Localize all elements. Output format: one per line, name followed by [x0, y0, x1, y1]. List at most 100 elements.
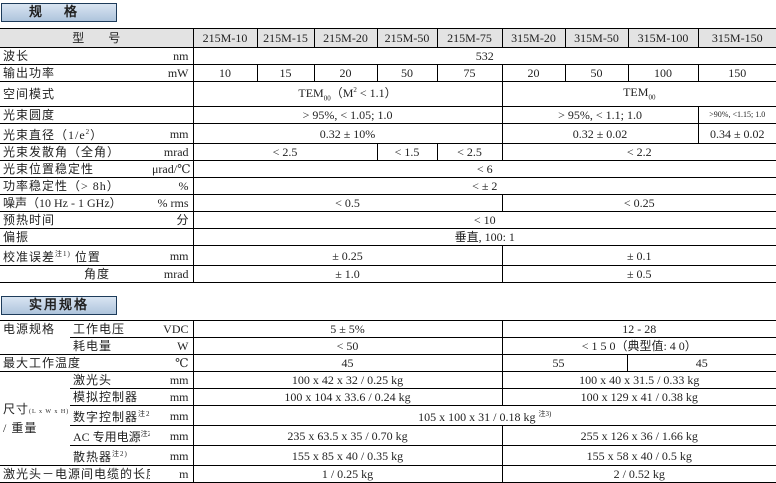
- row-label: 激光头: [70, 371, 150, 389]
- cell: 1 / 0.25 kg: [192, 465, 502, 483]
- row-category: 电源规格: [0, 320, 70, 355]
- row-label: 工作电压: [70, 320, 150, 338]
- cell: 100 x 129 x 41 / 0.38 kg: [501, 388, 776, 406]
- row-unit: mm: [150, 123, 194, 145]
- cell: < ± 2: [192, 177, 776, 196]
- row-label: 功率稳定性（> 8h）: [0, 177, 150, 196]
- row-unit: mrad: [150, 143, 194, 162]
- cell: 50: [376, 64, 438, 82]
- cell: 150: [697, 64, 776, 82]
- cell: < 2.5: [436, 143, 503, 162]
- cell: 105 x 100 x 31 / 0.18 kg 注3): [192, 405, 776, 426]
- cell: ± 0.5: [501, 265, 776, 284]
- model-col: 215M-10: [192, 28, 258, 48]
- cell: 45: [626, 354, 776, 372]
- row-label: 输出功率: [0, 64, 150, 82]
- row-unit: W: [150, 337, 193, 355]
- cell: 垂直, 100: 1: [192, 228, 776, 247]
- section-title-spec: 规格: [1, 3, 117, 22]
- row-unit: mm: [150, 405, 193, 426]
- cell: 50: [564, 64, 629, 82]
- cell: 55: [501, 354, 627, 372]
- table-row: 激光头－电源间电缆的长度 m 1 / 0.25 kg 2 / 0.52 kg: [0, 465, 776, 483]
- model-col: 315M-100: [627, 28, 699, 48]
- model-col: 315M-50: [564, 28, 629, 48]
- cell: 532: [192, 47, 776, 65]
- cell: 155 x 85 x 40 / 0.35 kg: [192, 445, 502, 466]
- table-row: 光束圆度 > 95%, < 1.05; 1.0 > 95%, < 1.1; 1.0 >…: [0, 106, 776, 125]
- cell: >90%, <1.15; 1.0: [697, 106, 776, 125]
- row-label: 噪声（10 Hz - 1 GHz）: [0, 194, 150, 213]
- cell: ± 0.25: [192, 245, 503, 267]
- row-label: 波长: [0, 47, 150, 65]
- table-row: 空间模式 TEM00（M2 < 1.1） TEM00: [0, 80, 776, 108]
- cell: 100: [627, 64, 699, 82]
- row-unit: %: [150, 177, 194, 196]
- cell: 100 x 40 x 31.5 / 0.33 kg: [501, 371, 776, 389]
- row-label: 最大工作温度: [0, 354, 150, 372]
- row-unit: % rms: [150, 194, 194, 213]
- spec-table: 型 号 215M-10 215M-15 215M-20 215M-50 215M…: [0, 28, 776, 284]
- cell: < 6: [192, 160, 776, 179]
- table-row: 波长 nm 532: [0, 47, 776, 65]
- row-label: 数字控制器注2): [70, 405, 150, 426]
- row-label: 光束发散角（全角）: [0, 143, 150, 162]
- row-unit: mm: [150, 425, 193, 446]
- cell: 5 ± 5%: [192, 320, 502, 338]
- cell: 0.34 ± 0.02: [697, 123, 776, 145]
- table-row: 噪声（10 Hz - 1 GHz）% rms < 0.5 < 0.25: [0, 194, 776, 213]
- cell: 100 x 42 x 32 / 0.25 kg: [192, 371, 502, 389]
- row-unit: mW: [150, 64, 194, 82]
- cell: TEM00（M2 < 1.1）: [192, 80, 503, 108]
- cell: 2 / 0.52 kg: [501, 465, 776, 483]
- row-unit: mrad: [150, 265, 194, 284]
- cell: 15: [256, 64, 315, 82]
- table-row: 散热器注2) mm 155 x 85 x 40 / 0.35 kg 155 x 58 …: [0, 445, 776, 466]
- cell: 0.32 ± 10%: [192, 123, 503, 145]
- row-label: 空间模式: [0, 80, 194, 108]
- row-label: 偏振: [0, 228, 194, 247]
- row-label: 光束位置稳定性: [0, 160, 150, 179]
- table-row: 偏振 垂直, 100: 1: [0, 228, 776, 247]
- practical-spec-table: 电源规格 工作电压 VDC 5 ± 5% 12 - 28 耗电量 W < 50 < 1 5 0…: [0, 320, 776, 483]
- row-unit: mm: [150, 445, 193, 466]
- model-header: 型 号: [0, 28, 194, 48]
- cell: 10: [192, 64, 258, 82]
- cell: 155 x 58 x 40 / 0.5 kg: [501, 445, 776, 466]
- table-row: 输出功率 mW 10 15 20 50 75 20 50 100 150: [0, 64, 776, 82]
- row-label: 校准误差注1) 位置: [0, 245, 150, 267]
- table-row: 光束位置稳定性 μrad/℃ < 6: [0, 160, 776, 179]
- table-row: 尺寸(L x W x H) / 重量 激光头 mm 100 x 42 x 32 / 0.…: [0, 371, 776, 466]
- row-label: 预热时间: [0, 211, 150, 230]
- table-row: 光束直径（1/e2） mm 0.32 ± 10% 0.32 ± 0.02 0.34 ± …: [0, 123, 776, 145]
- model-col: 315M-150: [697, 28, 776, 48]
- cell: < 2.5: [192, 143, 378, 162]
- row-label: 散热器注2): [70, 445, 150, 466]
- row-label: AC 专用电源注2): [70, 425, 150, 446]
- cell: < 10: [192, 211, 776, 230]
- row-label: 模拟控制器: [70, 388, 150, 406]
- row-label: 光束圆度: [0, 106, 194, 125]
- section-title-practical: 实用规格: [1, 296, 117, 315]
- table-row: 功率稳定性（> 8h）% < ± 2: [0, 177, 776, 196]
- cell: ± 0.1: [501, 245, 776, 267]
- table-row: 预热时间分 < 10: [0, 211, 776, 230]
- cell: 12 - 28: [501, 320, 776, 338]
- row-label: 光束直径（1/e2）: [0, 123, 150, 145]
- table-row: 模拟控制器 mm 100 x 104 x 33.6 / 0.24 kg 100 x 1…: [0, 388, 776, 406]
- cell: > 95%, < 1.05; 1.0: [192, 106, 503, 125]
- model-col: 215M-20: [313, 28, 378, 48]
- cell: TEM00: [501, 80, 776, 108]
- table-row: 耗电量 W < 50 < 1 5 0（典型值: 4 0）: [0, 337, 776, 355]
- row-label: 耗电量: [70, 337, 150, 355]
- row-unit: mm: [150, 371, 193, 389]
- table-row: 最大工作温度 ℃ 45 55 45: [0, 354, 776, 372]
- cell: 100 x 104 x 33.6 / 0.24 kg: [192, 388, 502, 406]
- row-unit: nm: [150, 47, 194, 65]
- row-unit: VDC: [150, 320, 193, 338]
- table-row: 电源规格 工作电压 VDC 5 ± 5% 12 - 28: [0, 320, 776, 355]
- cell: 255 x 126 x 36 / 1.66 kg: [501, 425, 776, 446]
- cell: ± 1.0: [192, 265, 503, 284]
